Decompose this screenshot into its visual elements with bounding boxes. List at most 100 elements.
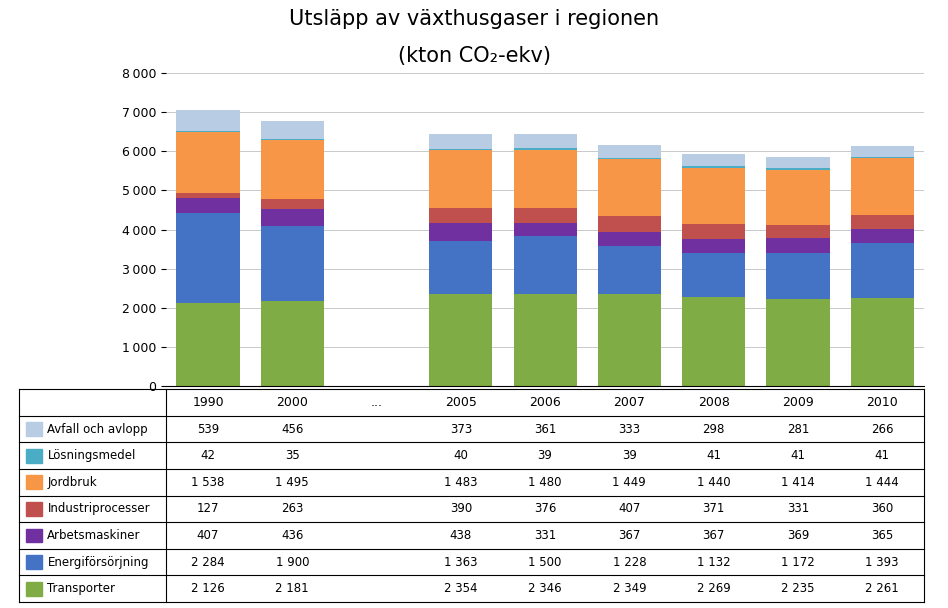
Bar [514,134,576,148]
Bar [429,150,492,208]
Bar [176,133,240,193]
Bar [176,303,240,386]
Text: 2 346: 2 346 [528,582,562,595]
Bar [261,301,324,386]
Text: 41: 41 [706,449,721,462]
Text: Industriprocesser: Industriprocesser [47,502,150,516]
Bar [766,238,830,253]
Bar [598,216,661,232]
Text: 1 132: 1 132 [697,556,731,568]
Bar [429,134,492,148]
Text: 361: 361 [534,423,556,435]
Text: 2006: 2006 [529,396,561,409]
Bar [682,224,745,238]
Text: 1 172: 1 172 [781,556,814,568]
Text: Avfall och avlopp: Avfall och avlopp [47,423,148,435]
Text: 2005: 2005 [445,396,477,409]
Text: 2 235: 2 235 [781,582,814,595]
Bar [176,213,240,303]
Text: 1 444: 1 444 [866,475,899,489]
Bar [598,159,661,216]
Text: 263: 263 [282,502,303,516]
Bar [176,193,240,198]
Text: 2 284: 2 284 [191,556,225,568]
Bar [261,139,324,140]
Text: 42: 42 [201,449,215,462]
Bar [429,148,492,150]
Text: 2000: 2000 [277,396,308,409]
Text: 127: 127 [197,502,219,516]
Text: 35: 35 [285,449,300,462]
Bar [682,297,745,386]
Bar [850,297,914,386]
Bar [514,235,576,294]
Text: 365: 365 [871,529,893,542]
Text: 2 261: 2 261 [866,582,899,595]
Text: Arbetsmaskiner: Arbetsmaskiner [47,529,141,542]
Bar [598,294,661,386]
Text: 40: 40 [453,449,468,462]
Text: 367: 367 [702,529,725,542]
Text: 266: 266 [871,423,893,435]
Text: 1 393: 1 393 [866,556,899,568]
Text: 1 500: 1 500 [528,556,562,568]
Text: ...: ... [371,396,383,409]
Text: Lösningsmedel: Lösningsmedel [47,449,136,462]
Text: 456: 456 [282,423,303,435]
Bar [429,224,492,241]
Text: 281: 281 [787,423,809,435]
Bar [766,299,830,386]
Text: 371: 371 [702,502,725,516]
Bar [850,158,914,215]
Text: 1 228: 1 228 [612,556,647,568]
Bar [766,157,830,168]
Text: 376: 376 [534,502,556,516]
Bar [261,121,324,139]
Text: 367: 367 [618,529,641,542]
Bar [850,243,914,297]
Text: 1 538: 1 538 [191,475,225,489]
Text: 41: 41 [791,449,806,462]
Bar [766,170,830,226]
Text: 539: 539 [197,423,219,435]
Text: 1 480: 1 480 [528,475,562,489]
Text: 298: 298 [702,423,725,435]
Text: 407: 407 [197,529,219,542]
Text: (kton CO₂-ekv): (kton CO₂-ekv) [397,46,551,66]
Text: 41: 41 [875,449,889,462]
Bar [682,166,745,168]
Text: 2007: 2007 [613,396,646,409]
Bar [850,215,914,229]
Text: 1990: 1990 [192,396,224,409]
Bar [598,145,661,157]
Text: 436: 436 [282,529,303,542]
Text: 331: 331 [534,529,556,542]
Bar [682,253,745,297]
Text: 39: 39 [538,449,553,462]
Text: 1 363: 1 363 [444,556,478,568]
Bar [766,226,830,238]
Bar [682,154,745,166]
Bar [850,157,914,158]
Text: 407: 407 [618,502,641,516]
Text: 438: 438 [449,529,472,542]
Bar [429,294,492,386]
Bar [261,209,324,226]
Bar [682,238,745,253]
Text: 331: 331 [787,502,809,516]
Bar [261,199,324,209]
Bar [514,223,576,235]
Bar [598,232,661,246]
Bar [176,109,240,131]
Text: 1 483: 1 483 [444,475,478,489]
Bar [514,294,576,386]
Bar [261,140,324,199]
Text: 2 354: 2 354 [444,582,478,595]
Bar [176,131,240,133]
Bar [598,157,661,159]
Bar [766,253,830,299]
Text: 333: 333 [618,423,641,435]
Text: 2008: 2008 [698,396,730,409]
Text: 1 414: 1 414 [781,475,814,489]
Bar [766,168,830,170]
